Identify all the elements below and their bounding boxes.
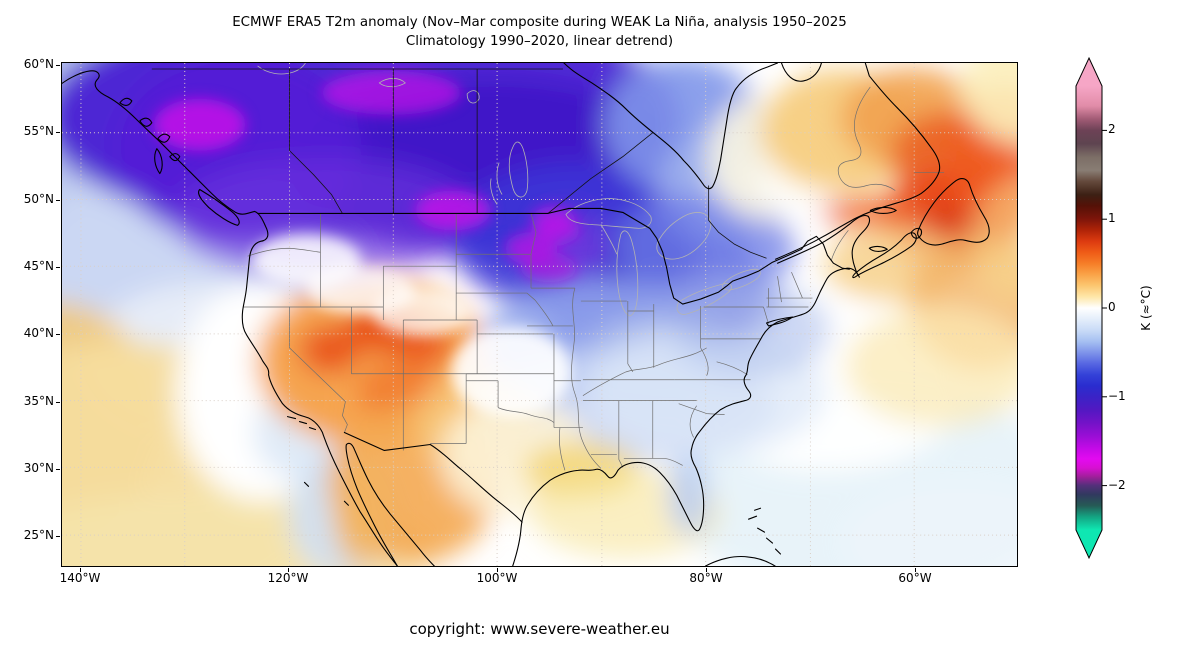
colorbar-tick-label: −1 (1108, 389, 1126, 403)
y-tick-mark (56, 402, 60, 403)
title-line-1: ECMWF ERA5 T2m anomaly (Nov–Mar composit… (232, 15, 847, 30)
x-tick-mark (80, 568, 81, 572)
colorbar-tick-label: 2 (1108, 122, 1116, 136)
y-tick-mark (56, 334, 60, 335)
y-tick-mark (56, 536, 60, 537)
coastlines (62, 63, 990, 566)
y-tick-mark (56, 469, 60, 470)
anomaly-field-detail (153, 70, 580, 417)
y-tick-label: 25°N (23, 528, 54, 542)
colorbar-tick-label: 1 (1108, 211, 1116, 225)
y-tick-mark (56, 200, 60, 201)
y-tick-mark (56, 132, 60, 133)
colorbar-tick-label: 0 (1108, 300, 1116, 314)
anomaly-map (62, 63, 1017, 566)
y-tick-label: 40°N (23, 326, 54, 340)
map-canvas (61, 62, 1018, 567)
province-borders (151, 68, 896, 259)
y-tick-label: 55°N (23, 124, 54, 138)
y-tick-label: 60°N (23, 57, 54, 71)
colorbar (1075, 56, 1107, 560)
colorbar-axis-label: K (≈°C) (1139, 285, 1153, 331)
colorbar-gradient (1075, 56, 1103, 560)
colorbar-tick-marks (1102, 129, 1107, 487)
x-tick-label: 80°W (689, 571, 723, 585)
y-tick-label: 30°N (23, 461, 54, 475)
y-tick-label: 35°N (23, 394, 54, 408)
y-tick-mark (56, 65, 60, 66)
x-tick-label: 60°W (898, 571, 932, 585)
figure-title: ECMWF ERA5 T2m anomaly (Nov–Mar composit… (61, 13, 1018, 51)
lakes (257, 63, 761, 317)
x-tick-label: 140°W (59, 571, 101, 585)
colorbar-tick-label: −2 (1108, 478, 1126, 492)
y-tick-mark (56, 267, 60, 268)
state-borders (243, 172, 945, 471)
y-tick-label: 45°N (23, 259, 54, 273)
x-tick-mark (288, 568, 289, 572)
copyright-text: copyright: www.severe-weather.eu (409, 620, 670, 638)
title-line-2: Climatology 1990–2020, linear detrend) (405, 34, 674, 49)
y-tick-label: 50°N (23, 192, 54, 206)
x-tick-label: 120°W (267, 571, 309, 585)
x-tick-mark (497, 568, 498, 572)
x-tick-mark (915, 568, 916, 572)
x-tick-mark (706, 568, 707, 572)
x-tick-label: 100°W (476, 571, 518, 585)
